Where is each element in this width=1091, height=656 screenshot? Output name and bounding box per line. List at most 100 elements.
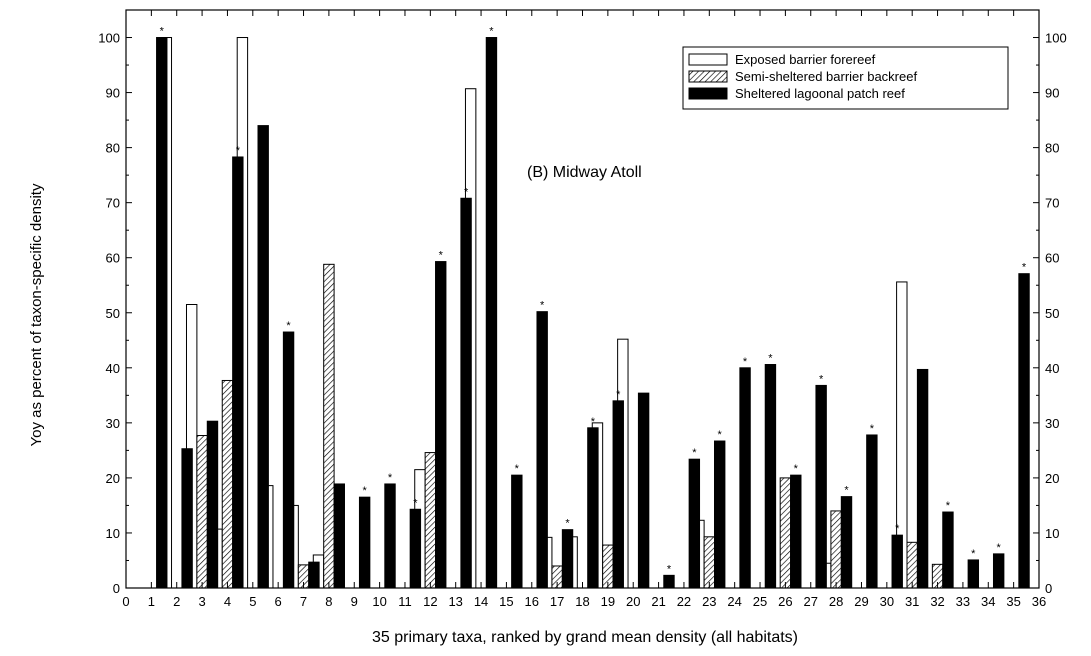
- significance-star-taxon-25: *: [768, 353, 773, 365]
- bar-solid-taxon-18: [587, 427, 599, 589]
- bar-solid-taxon-29: [866, 434, 878, 589]
- significance-star-taxon-16: *: [540, 300, 545, 312]
- x-tick-label-9: 9: [351, 594, 358, 609]
- legend-label-open: Exposed barrier forereef: [735, 52, 876, 67]
- x-tick-label-26: 26: [778, 594, 792, 609]
- bar-solid-taxon-27: [815, 384, 827, 589]
- significance-star-taxon-18: *: [591, 416, 596, 428]
- bar-solid-taxon-25: [764, 364, 777, 589]
- y-tick-label-right-50: 50: [1045, 306, 1059, 321]
- bar-hatched-taxon-31: [906, 541, 918, 589]
- significance-star-taxon-4: *: [236, 145, 241, 157]
- bar-solid-taxon-21: [663, 574, 675, 589]
- bar-hatched-taxon-23: [703, 536, 716, 589]
- y-tick-label-left-20: 20: [106, 471, 120, 486]
- y-tick-label-right-10: 10: [1045, 526, 1059, 541]
- legend-label-hatched: Semi-sheltered barrier backreef: [735, 69, 917, 84]
- x-tick-label-11: 11: [398, 594, 412, 609]
- legend-box: [682, 46, 1009, 110]
- x-tick-label-12: 12: [423, 594, 437, 609]
- x-axis-title: 35 primary taxa, ranked by grand mean de…: [372, 629, 798, 646]
- y-tick-label-left-60: 60: [106, 251, 120, 266]
- bar-hatched-taxon-28: [830, 510, 842, 589]
- bar-solid-taxon-15: [511, 474, 523, 589]
- x-tick-label-0: 0: [122, 594, 129, 609]
- x-tick-label-7: 7: [300, 594, 307, 609]
- bar-solid-taxon-8: [333, 483, 345, 589]
- significance-star-taxon-26: *: [794, 463, 799, 475]
- significance-star-taxon-21: *: [667, 563, 672, 575]
- legend-label-solid: Sheltered lagoonal patch reef: [735, 86, 905, 101]
- x-tick-label-13: 13: [448, 594, 462, 609]
- x-tick-label-22: 22: [677, 594, 691, 609]
- bar-solid-taxon-35: [1018, 273, 1030, 589]
- y-tick-label-right-20: 20: [1045, 471, 1059, 486]
- bar-hatched-taxon-12: [424, 452, 437, 589]
- significance-star-taxon-23: *: [718, 429, 723, 441]
- bar-solid-taxon-30: [891, 534, 903, 589]
- x-tick-label-10: 10: [372, 594, 386, 609]
- y-tick-label-left-10: 10: [106, 526, 120, 541]
- significance-star-taxon-34: *: [997, 542, 1002, 554]
- significance-star-taxon-29: *: [870, 423, 875, 435]
- x-tick-label-20: 20: [626, 594, 640, 609]
- bar-solid-taxon-31: [916, 368, 929, 589]
- bar-solid-taxon-10: [384, 483, 396, 589]
- x-tick-label-17: 17: [550, 594, 564, 609]
- bar-hatched-taxon-26: [779, 477, 792, 589]
- significance-star-taxon-9: *: [363, 485, 368, 497]
- bar-solid-taxon-5: [257, 125, 269, 589]
- bar-solid-taxon-33: [967, 559, 980, 589]
- significance-star-taxon-13: *: [464, 186, 469, 198]
- bar-solid-taxon-4: [232, 156, 244, 589]
- legend-swatch-hatched: [688, 70, 728, 83]
- bar-hatched-taxon-19: [602, 544, 614, 589]
- significance-star-taxon-6: *: [286, 320, 291, 332]
- x-tick-label-23: 23: [702, 594, 716, 609]
- significance-star-taxon-33: *: [971, 548, 976, 560]
- significance-star-taxon-24: *: [743, 356, 748, 368]
- y-tick-label-left-90: 90: [106, 86, 120, 101]
- x-tick-label-32: 32: [930, 594, 944, 609]
- bar-solid-taxon-32: [942, 511, 954, 589]
- chart-annotation: (B) Midway Atoll: [527, 164, 642, 181]
- x-tick-label-18: 18: [575, 594, 589, 609]
- bar-solid-taxon-17: [561, 529, 574, 589]
- bar-solid-taxon-11: [409, 508, 422, 589]
- significance-star-taxon-10: *: [388, 472, 393, 484]
- bar-solid-taxon-20: [637, 392, 650, 589]
- x-tick-label-27: 27: [804, 594, 818, 609]
- bar-solid-taxon-1: [156, 37, 168, 589]
- significance-star-taxon-14: *: [489, 26, 494, 38]
- bar-solid-taxon-2: [181, 448, 193, 589]
- significance-star-taxon-15: *: [515, 463, 520, 475]
- bar-solid-taxon-13: [460, 197, 472, 589]
- y-tick-label-right-90: 90: [1045, 86, 1059, 101]
- bar-hatched-taxon-8: [323, 263, 335, 589]
- x-tick-label-1: 1: [148, 594, 155, 609]
- y-tick-label-right-60: 60: [1045, 251, 1059, 266]
- bar-solid-taxon-6: [282, 331, 295, 589]
- bar-solid-taxon-26: [790, 474, 802, 589]
- x-tick-label-6: 6: [275, 594, 282, 609]
- y-tick-label-left-50: 50: [106, 306, 120, 321]
- significance-star-taxon-32: *: [946, 500, 951, 512]
- significance-star-taxon-19: *: [616, 389, 621, 401]
- y-tick-label-left-80: 80: [106, 141, 120, 156]
- x-tick-label-31: 31: [905, 594, 919, 609]
- legend: Exposed barrier forereef Semi-sheltered b…: [682, 46, 1009, 110]
- significance-markers-layer: * * * * * * * * * * * * * * * * * * * * * * * * * * * *: [160, 26, 1027, 576]
- significance-star-taxon-11: *: [413, 497, 418, 509]
- x-tick-label-4: 4: [224, 594, 231, 609]
- x-tick-label-24: 24: [727, 594, 741, 609]
- significance-star-taxon-35: *: [1022, 262, 1027, 274]
- bar-solid-taxon-3: [206, 420, 219, 589]
- significance-star-taxon-17: *: [565, 518, 570, 530]
- x-tick-label-36: 36: [1032, 594, 1046, 609]
- significance-star-taxon-22: *: [692, 447, 697, 459]
- y-tick-label-left-0: 0: [113, 581, 120, 596]
- x-tick-label-2: 2: [173, 594, 180, 609]
- x-tick-label-3: 3: [198, 594, 205, 609]
- x-tick-label-25: 25: [753, 594, 767, 609]
